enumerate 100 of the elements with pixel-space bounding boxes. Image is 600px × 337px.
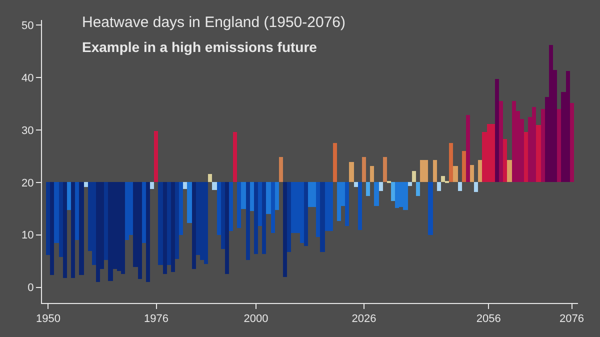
y-tick-label: 10 [22,230,34,242]
bar [507,160,512,182]
bar [246,182,250,260]
bar [175,182,179,259]
bar [541,109,545,182]
bar [254,182,258,254]
bar [462,151,466,182]
bar [391,182,395,201]
bar [108,182,113,281]
bar [570,103,574,182]
text: Example in a high emissions future [82,39,318,55]
bar [337,182,341,221]
bar [275,182,279,210]
bar [171,182,175,272]
bar [221,182,225,249]
bar [121,182,125,274]
bar [412,171,416,182]
y-tick-label: 50 [22,20,34,32]
bar [362,157,366,182]
bar [524,132,528,182]
bar [466,115,470,182]
bar [453,166,458,182]
bar [142,182,146,243]
bar [424,160,428,182]
bar [495,79,499,182]
bar [208,174,212,182]
bar [449,143,453,182]
bar [433,160,437,182]
bar [349,162,354,182]
x-tick-label: 2000 [244,313,268,326]
bar [187,182,192,223]
bar [183,182,187,189]
bar [271,182,275,233]
y-tick-label: 30 [22,124,34,137]
x-tick-label: 1976 [144,313,168,326]
x-tick-label: 2076 [560,313,584,326]
bar [283,182,287,277]
bar [233,132,237,182]
bar [320,182,325,252]
bar [67,182,71,210]
bar [279,157,283,182]
bar [250,182,254,211]
bar [308,182,312,207]
bar [358,182,362,230]
bar [408,182,412,186]
bar [46,182,50,255]
bar [154,131,158,182]
bar [333,143,337,182]
bar [437,182,441,191]
bar [474,182,478,192]
bar [50,182,54,275]
bar [316,182,320,237]
bar [403,182,408,210]
bar [499,101,503,182]
bar [458,182,462,191]
bar [441,176,445,182]
bar [212,182,217,190]
bar [345,182,349,226]
bar [536,125,541,182]
bar [237,182,241,228]
bar [158,182,163,265]
bar [262,182,266,254]
bar [163,182,167,274]
x-tick-label: 2026 [352,313,376,326]
bar [96,182,100,282]
bar [304,182,308,246]
bar [266,182,271,214]
bar [125,182,129,240]
bar [428,182,433,235]
bar [416,182,420,196]
bar [395,182,399,208]
bar [54,182,59,243]
bar [192,182,196,269]
bar [470,165,474,182]
bar [557,109,561,182]
bar [287,182,291,252]
x-tick-label: 2056 [476,313,501,326]
bar [229,182,233,231]
bar [379,182,383,191]
bar [312,182,316,207]
bar [150,182,154,189]
bar [146,182,150,282]
bar [478,160,482,182]
bar [491,124,495,182]
bar [204,182,208,264]
bar [84,182,88,187]
chart-title: Heatwave days in England (1950-2076) [82,14,346,31]
bar [179,182,183,235]
y-tick-label: 20 [22,177,34,190]
bar [549,45,553,182]
y-tick-label: 0 [28,282,34,294]
bar [258,182,262,226]
bar [241,182,246,209]
bar [512,101,516,182]
bar [366,182,370,196]
bar [71,182,75,278]
bar [374,182,379,206]
bar [503,139,507,182]
bar [104,182,108,260]
bar [325,182,329,231]
